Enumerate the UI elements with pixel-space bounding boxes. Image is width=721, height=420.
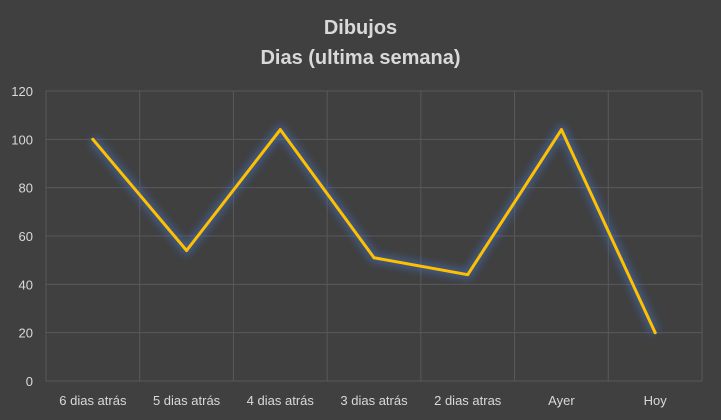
- data-point: [91, 137, 95, 141]
- x-tick-label: 2 dias atras: [434, 393, 502, 408]
- y-tick-label: 20: [19, 326, 33, 341]
- x-axis-ticks: 6 dias atrás 5 dias atrás 4 dias atrás 3 di…: [59, 393, 667, 408]
- gridlines: [45, 90, 703, 382]
- data-point: [559, 128, 563, 132]
- series-group: [89, 125, 660, 335]
- y-tick-label: 0: [26, 374, 33, 389]
- y-tick-label: 60: [19, 229, 33, 244]
- chart-title: Dibujos: [324, 17, 397, 39]
- y-tick-label: 80: [19, 181, 33, 196]
- x-tick-label: 3 dias atrás: [340, 393, 408, 408]
- x-tick-label: 4 dias atrás: [247, 393, 315, 408]
- data-point: [278, 128, 282, 132]
- x-tick-label: Ayer: [548, 393, 575, 408]
- x-tick-label: 5 dias atrás: [153, 393, 221, 408]
- data-point: [185, 249, 189, 252]
- y-tick-label: 100: [11, 132, 33, 147]
- x-tick-label: Hoy: [644, 393, 668, 408]
- data-point: [372, 256, 376, 260]
- data-point: [466, 273, 470, 277]
- chart-subtitle: Dias (ultima semana): [260, 47, 460, 69]
- x-tick-label: 6 dias atrás: [59, 393, 127, 408]
- series-glow: [89, 125, 660, 335]
- y-tick-label: 120: [11, 84, 33, 99]
- y-axis-ticks: 0 20 40 60 80 100 120: [11, 84, 33, 389]
- y-tick-label: 40: [19, 277, 33, 292]
- data-point: [653, 331, 657, 335]
